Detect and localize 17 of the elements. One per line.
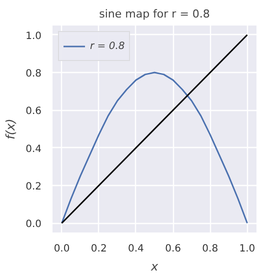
y-axis-title: f(x) [4, 118, 18, 140]
y-tick-label: 0.0 [26, 219, 42, 230]
x-tick-label: 1.0 [239, 244, 256, 254]
y-tick-label: 1.0 [26, 30, 42, 42]
x-tick-label: 0.6 [165, 244, 181, 254]
x-tick-label: 0.0 [54, 244, 70, 254]
y-tick-label: 0.8 [26, 68, 42, 80]
x-axis-title: x [150, 260, 159, 274]
line-series [61, 72, 248, 224]
chart-title: sine map for r = 0.8 [99, 8, 210, 20]
legend-label: r = 0.8 [90, 40, 125, 52]
y-tick-label: 0.4 [26, 144, 42, 155]
y-tick-label: 0.2 [26, 181, 42, 192]
x-tick-label: 0.8 [202, 244, 218, 254]
x-tick-label: 0.4 [128, 244, 144, 254]
x-tick-label: 0.2 [90, 244, 107, 254]
y-tick-label: 0.6 [26, 106, 42, 118]
